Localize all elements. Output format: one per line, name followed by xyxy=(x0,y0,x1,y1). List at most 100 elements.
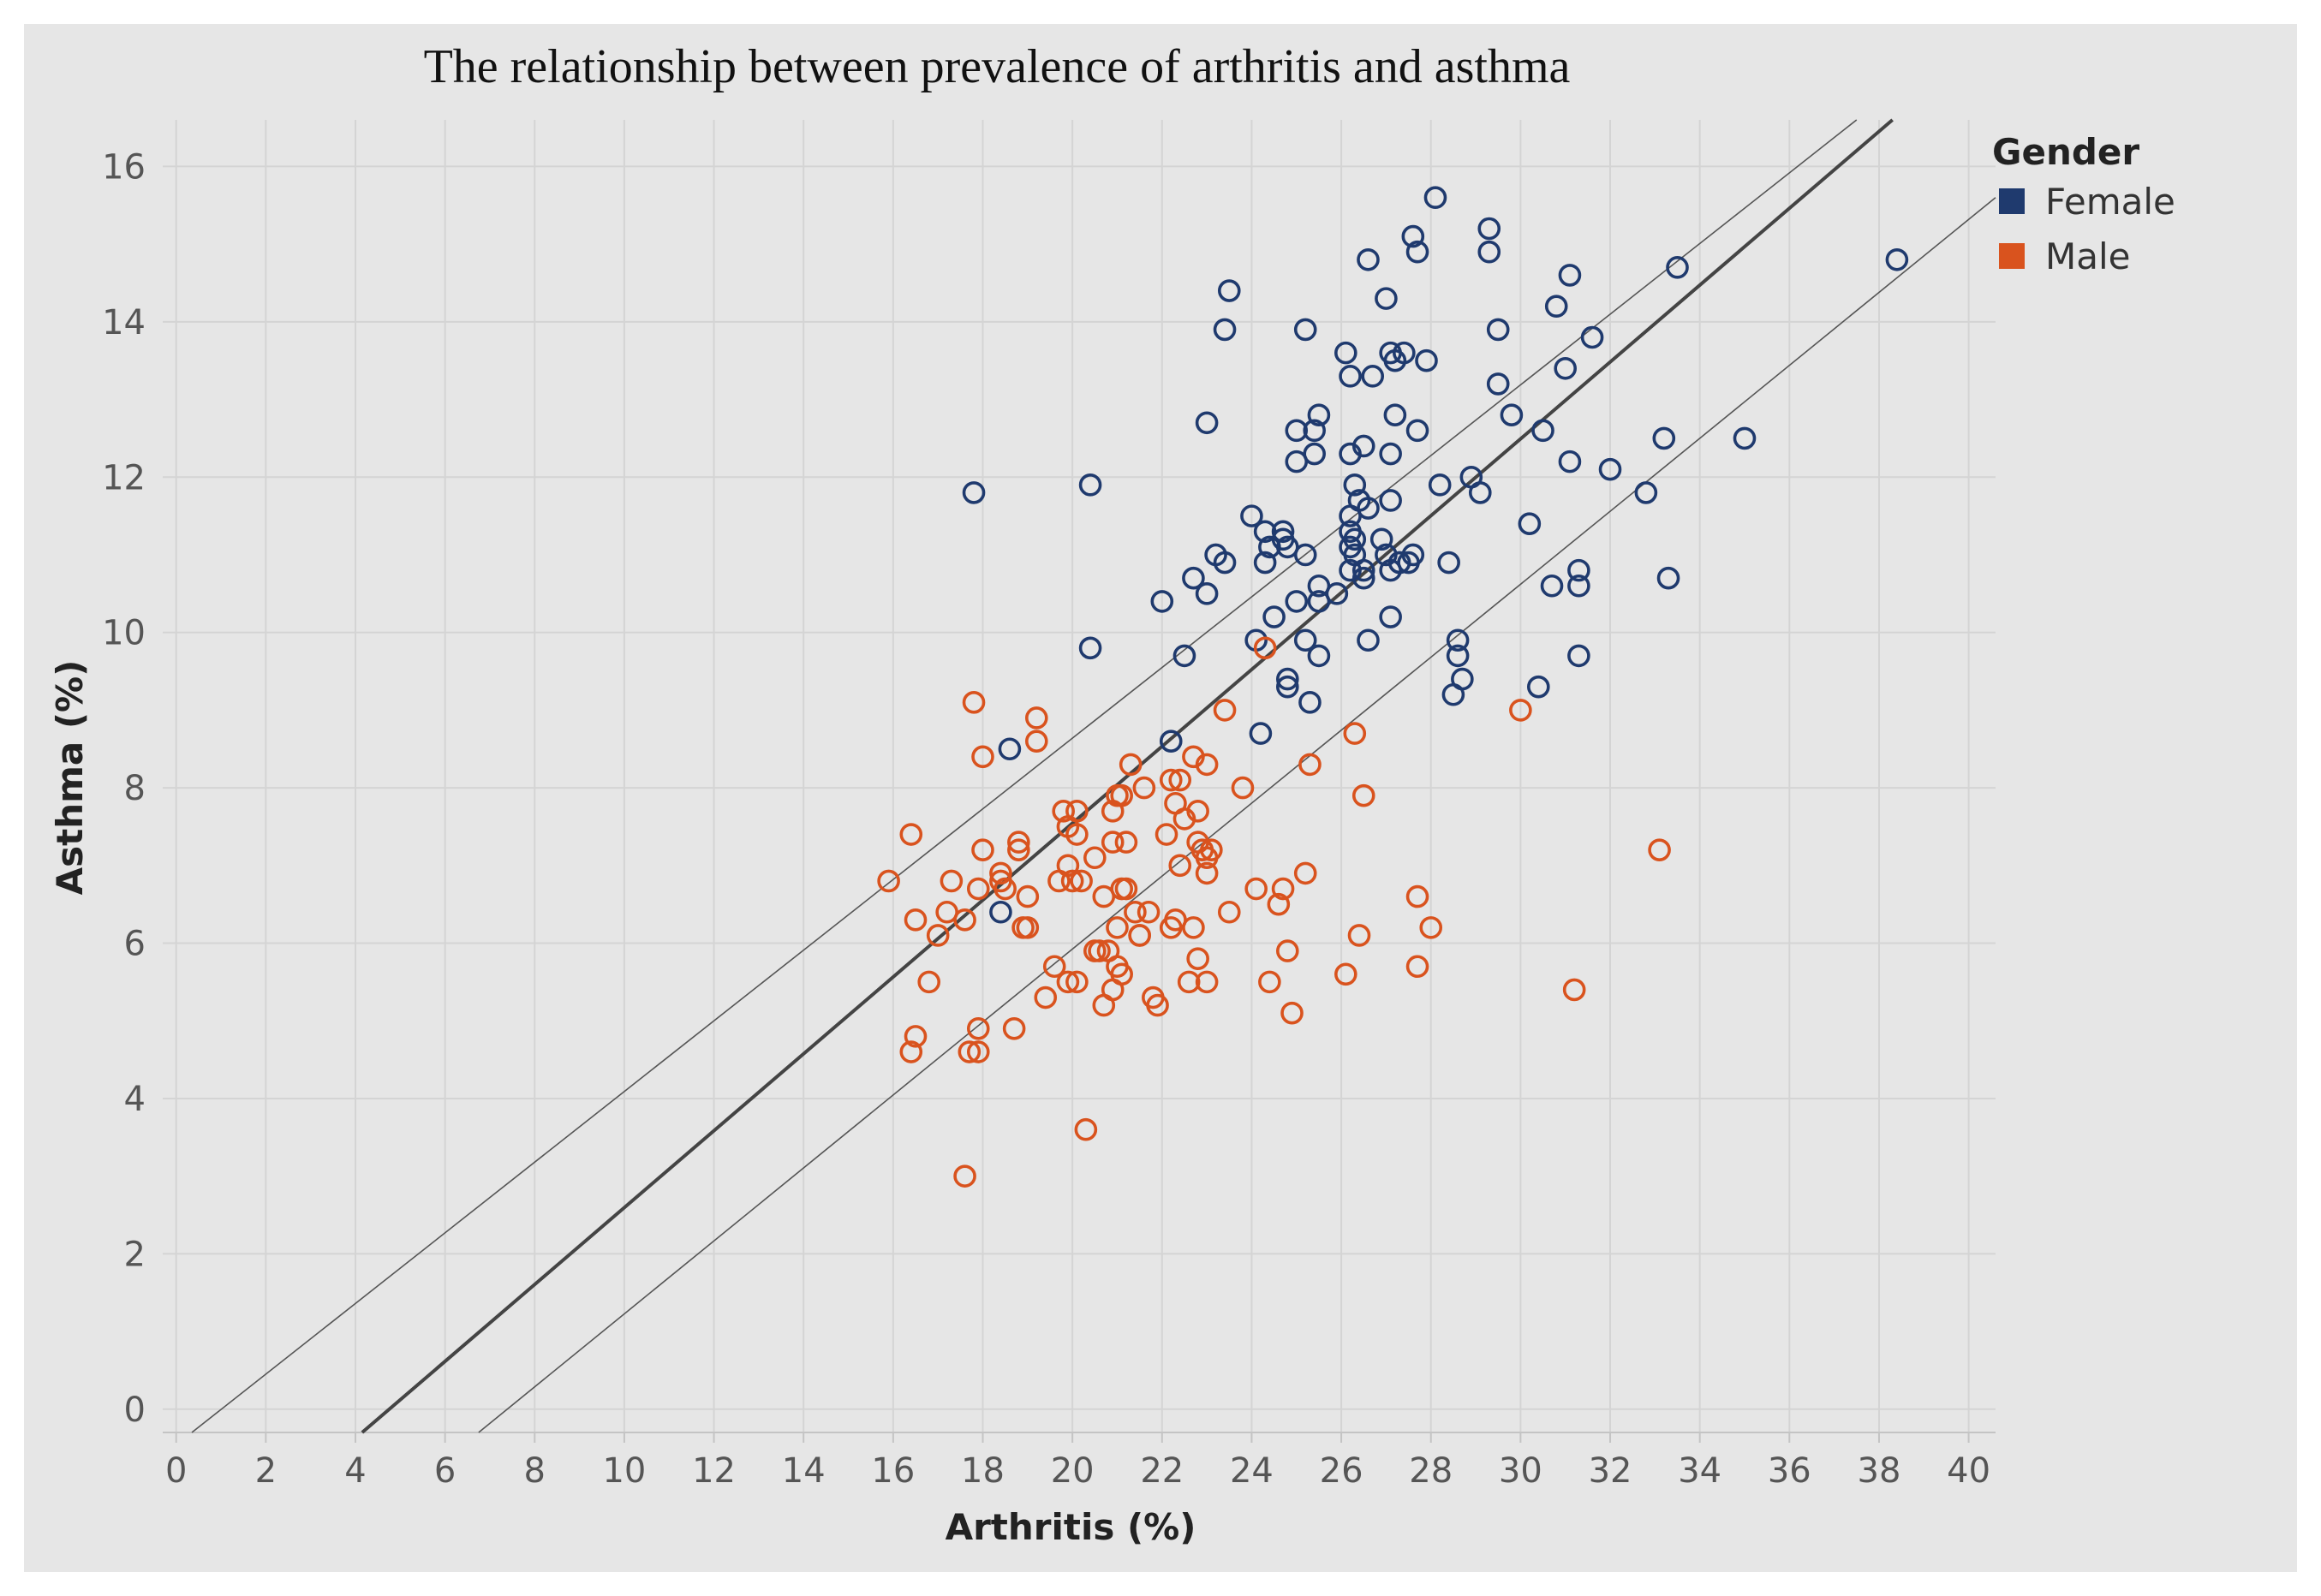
point-female xyxy=(1393,341,1416,365)
point-female xyxy=(1276,675,1299,699)
point-male xyxy=(1258,970,1281,994)
point-female xyxy=(1446,644,1470,668)
point-male xyxy=(899,1040,923,1063)
point-male xyxy=(1298,753,1322,777)
point-female xyxy=(1285,590,1309,613)
x-tick-label: 22 xyxy=(1140,1451,1184,1491)
point-male xyxy=(1280,1001,1304,1025)
point-male xyxy=(962,691,986,714)
y-axis-label: Asthma (%) xyxy=(49,660,91,896)
confidence-band-line xyxy=(478,197,1996,1433)
point-female xyxy=(1554,356,1578,380)
y-axis-ticks: 0 2 4 6 8 10 12 14 16 xyxy=(102,147,146,1429)
point-male xyxy=(899,823,923,846)
legend-swatch-female xyxy=(1999,188,2025,214)
point-female xyxy=(1428,473,1452,497)
x-tick-label: 38 xyxy=(1858,1451,1901,1491)
point-male xyxy=(904,1025,928,1048)
x-tick-label: 10 xyxy=(602,1451,646,1491)
x-tick-label: 14 xyxy=(782,1451,826,1491)
x-tick-label: 0 xyxy=(165,1451,187,1491)
point-male xyxy=(877,869,900,893)
point-female xyxy=(1078,636,1102,660)
point-female xyxy=(1271,520,1295,544)
x-tick-label: 18 xyxy=(961,1451,1005,1491)
point-male xyxy=(940,869,964,893)
point-female xyxy=(1477,217,1501,241)
point-female xyxy=(1357,628,1380,652)
point-male xyxy=(1146,993,1169,1017)
point-female xyxy=(1172,644,1196,668)
point-female xyxy=(1405,419,1429,443)
point-female xyxy=(1379,489,1402,512)
point-male xyxy=(1132,776,1156,800)
point-female xyxy=(1217,279,1241,302)
point-male xyxy=(1016,884,1040,908)
y-tick-label: 16 xyxy=(102,147,146,187)
point-male xyxy=(1110,962,1134,986)
point-male xyxy=(966,1017,990,1040)
point-male xyxy=(926,924,950,947)
point-male xyxy=(989,861,1012,885)
point-male xyxy=(1253,636,1277,660)
data-points xyxy=(877,186,1909,1188)
point-female xyxy=(1276,667,1299,691)
point-female xyxy=(1468,481,1492,504)
point-male xyxy=(1065,823,1089,846)
legend-swatch-male xyxy=(1999,243,2025,269)
point-female xyxy=(1195,582,1219,605)
chart-title: The relationship between prevalence of a… xyxy=(424,40,1571,93)
point-male xyxy=(1114,831,1138,854)
x-axis-ticks: 0 2 4 6 8 10 12 14 16 18 20 22 24 26 28 30 32 34 36 38 40 xyxy=(165,1432,1990,1491)
series-female xyxy=(962,186,1909,924)
point-male xyxy=(1110,783,1134,807)
point-female xyxy=(1351,566,1375,590)
point-male xyxy=(1168,854,1192,878)
point-male xyxy=(1347,924,1371,947)
point-female xyxy=(1293,318,1317,342)
x-tick-label: 4 xyxy=(344,1451,366,1491)
point-male xyxy=(1217,900,1241,924)
point-male xyxy=(1405,884,1429,908)
point-female xyxy=(1285,419,1309,443)
point-male xyxy=(1648,838,1671,861)
point-female xyxy=(1078,473,1102,497)
point-female xyxy=(1401,543,1425,567)
point-male xyxy=(1271,877,1295,901)
point-male xyxy=(1195,753,1219,777)
series-male xyxy=(877,636,1671,1188)
point-male xyxy=(1562,978,1586,1002)
point-male xyxy=(958,1040,982,1063)
y-tick-label: 4 xyxy=(124,1080,146,1119)
point-male xyxy=(1213,699,1237,722)
point-male xyxy=(1119,753,1143,777)
point-female xyxy=(998,737,1022,761)
point-female xyxy=(1383,403,1407,426)
point-female xyxy=(1437,551,1460,575)
point-female xyxy=(1401,224,1425,248)
point-male xyxy=(1137,900,1160,924)
point-female xyxy=(1634,481,1658,504)
point-male xyxy=(1114,877,1138,901)
x-tick-label: 20 xyxy=(1051,1451,1095,1491)
point-female xyxy=(1262,605,1286,628)
point-female xyxy=(1303,419,1326,443)
point-male xyxy=(1128,924,1151,947)
x-tick-label: 26 xyxy=(1320,1451,1363,1491)
point-female xyxy=(1580,325,1604,349)
point-male xyxy=(966,877,990,901)
point-female xyxy=(1307,644,1331,668)
point-female xyxy=(1885,247,1909,271)
point-female xyxy=(1343,473,1367,497)
point-female xyxy=(1303,442,1326,466)
point-male xyxy=(953,908,976,932)
point-female xyxy=(1240,504,1263,527)
point-male xyxy=(1060,869,1084,893)
point-male xyxy=(1244,877,1268,901)
scatter-chart: 0 2 4 6 8 10 12 14 16 18 20 22 24 26 28 30 32 34 36 38 40 02… xyxy=(49,40,2175,1548)
point-male xyxy=(1334,962,1357,986)
point-female xyxy=(1357,247,1380,271)
point-male xyxy=(904,908,928,932)
point-male xyxy=(1186,947,1209,970)
point-female xyxy=(1369,527,1393,551)
